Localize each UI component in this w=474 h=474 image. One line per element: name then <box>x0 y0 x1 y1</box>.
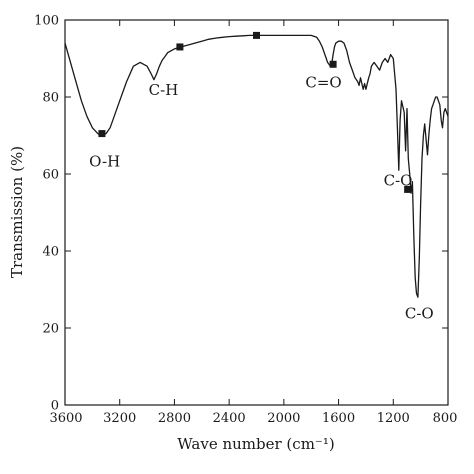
x-axis-title: Wave number (cm⁻¹) <box>177 435 334 453</box>
y-axis-title: Transmission (%) <box>8 146 26 278</box>
y-tick-label: 100 <box>34 14 59 29</box>
y-tick-label: 20 <box>42 322 59 337</box>
peak-annotation: C=O <box>305 73 341 91</box>
peak-annotation: O-H <box>89 152 120 170</box>
data-marker <box>253 31 260 39</box>
x-tick-label: 1600 <box>322 411 355 426</box>
data-marker <box>176 43 184 51</box>
series-group <box>64 34 449 298</box>
data-marker <box>329 60 337 68</box>
spectrum-line <box>64 34 449 298</box>
x-tick-label: 3600 <box>49 411 82 426</box>
y-tick-label: 80 <box>42 91 59 106</box>
peak-annotation: C-H <box>149 81 179 99</box>
annotation-group: O-H C-H C=O C-O C-O <box>89 73 434 322</box>
y-tick-label: 0 <box>51 399 59 414</box>
peak-annotation: C-O <box>405 304 434 322</box>
peak-annotation: C-O <box>384 172 413 190</box>
axis-ticks: 3600 3200 2800 2400 2000 1600 1200 800 0 20 40 60 80… <box>34 14 457 427</box>
y-tick-label: 60 <box>42 168 59 183</box>
y-tick-label: 40 <box>42 245 59 260</box>
x-tick-label: 2400 <box>213 411 246 426</box>
x-tick-label: 3200 <box>103 411 136 426</box>
x-tick-label: 2800 <box>158 411 191 426</box>
marker-group <box>98 31 412 193</box>
data-marker <box>404 185 412 193</box>
x-tick-label: 2000 <box>267 411 300 426</box>
x-tick-label: 1200 <box>377 411 410 426</box>
plot-frame <box>64 19 449 406</box>
data-marker <box>98 130 106 138</box>
x-tick-label: 800 <box>433 411 458 426</box>
